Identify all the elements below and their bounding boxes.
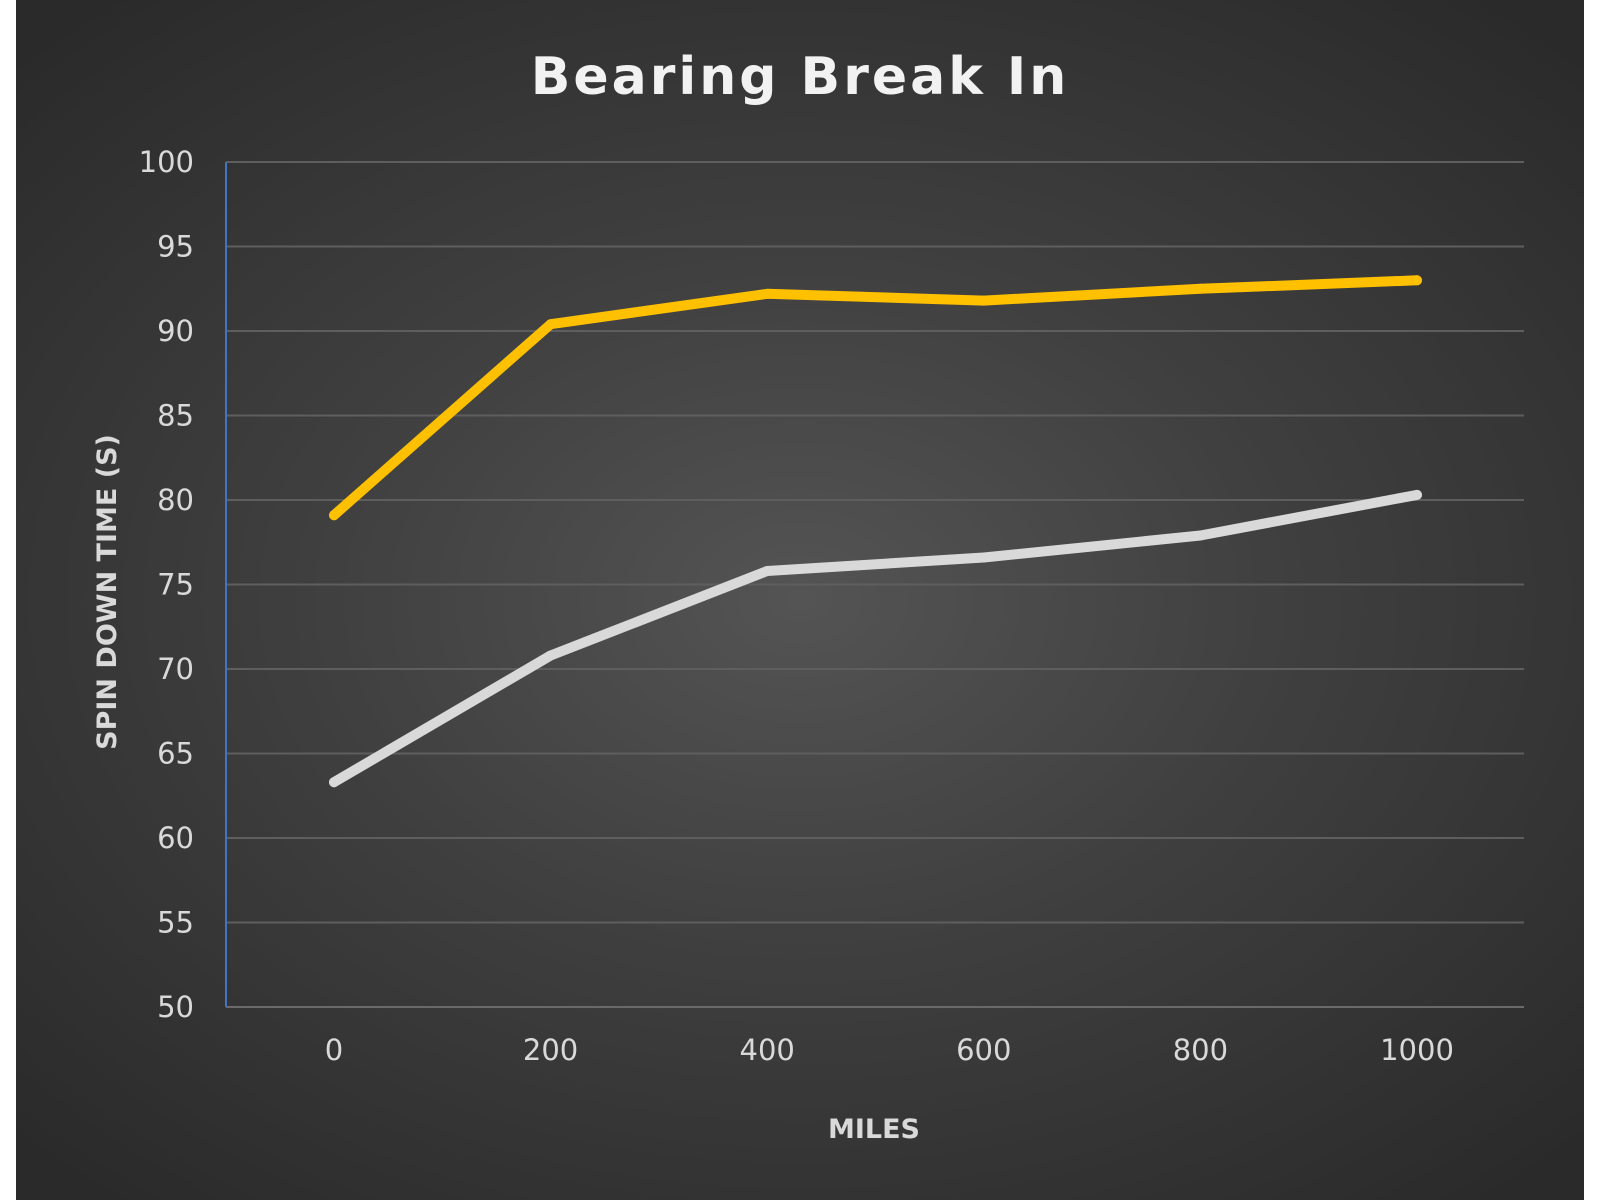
x-tick-label: 400: [740, 1033, 795, 1067]
y-tick-label: 95: [157, 230, 194, 264]
x-axis-title: MILES: [828, 1114, 920, 1145]
y-tick-label: 70: [157, 652, 194, 686]
y-tick-label: 55: [157, 906, 194, 940]
data-point: [978, 552, 989, 563]
y-tick-label: 60: [157, 821, 194, 855]
line-chart: Bearing Break In 50 55 60 65 70 75 80 85 90 95 100…: [92, 47, 1524, 1145]
y-tick-label: 80: [157, 483, 194, 517]
chart-area: Bearing Break In 50 55 60 65 70 75 80 85 90 95 100…: [16, 0, 1584, 1200]
data-point: [1412, 275, 1422, 286]
gridlines: [226, 161, 1524, 924]
series-lines: [329, 275, 1422, 788]
y-tick-label: 100: [139, 145, 194, 179]
chart-title: Bearing Break In: [531, 47, 1070, 107]
data-point: [329, 777, 339, 788]
data-point: [1195, 530, 1206, 541]
y-axis-title: SPIN DOWN TIME (S): [92, 434, 123, 750]
x-tick-label: 0: [325, 1033, 343, 1067]
data-point: [762, 565, 773, 576]
series-line-1: [329, 275, 1422, 521]
y-tick-label: 90: [157, 314, 194, 348]
data-point: [978, 295, 989, 306]
y-tick-label: 85: [157, 399, 194, 433]
x-tick-label: 200: [523, 1033, 578, 1067]
y-tick-label: 75: [157, 568, 194, 602]
data-point: [1195, 283, 1206, 294]
x-tick-label: 600: [956, 1033, 1011, 1067]
y-tick-label: 50: [157, 990, 194, 1024]
series-line-2: [329, 489, 1422, 788]
x-tick-label: 1000: [1380, 1033, 1454, 1067]
data-point: [762, 288, 773, 299]
data-point: [545, 319, 556, 330]
data-point: [545, 650, 556, 661]
y-tick-label: 65: [157, 737, 194, 771]
data-point: [1412, 489, 1422, 500]
data-point: [329, 510, 339, 521]
x-tick-label: 800: [1173, 1033, 1228, 1067]
